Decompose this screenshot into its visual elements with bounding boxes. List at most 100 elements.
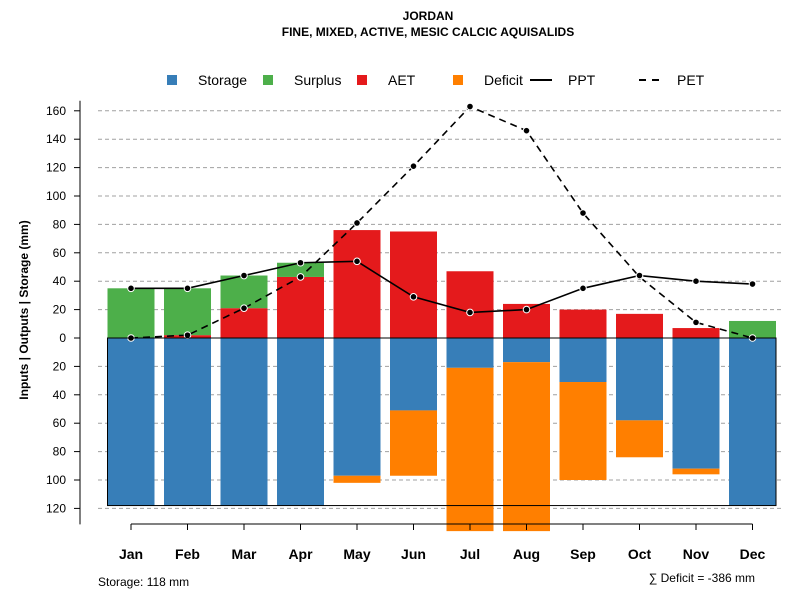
aet-swatch (357, 75, 367, 85)
pet-point-apr (296, 273, 305, 281)
x-tick-label-aug: Aug (513, 546, 540, 562)
ppt-point-nov (692, 277, 700, 286)
x-tick-label-sep: Sep (570, 546, 596, 562)
storage-bar-mar (220, 338, 268, 506)
x-tick-label-nov: Nov (683, 546, 710, 562)
x-tick-label-jan: Jan (119, 546, 143, 562)
y-tick-label: 40 (53, 388, 67, 402)
chart-subtitle: FINE, MIXED, ACTIVE, MESIC CALCIC AQUISA… (282, 25, 574, 39)
axes: 120 100 80 60 40 20 0 20 40 60 80 100 120 140 160 Jan Fe… (46, 100, 777, 562)
deficit-bar-aug (503, 362, 550, 532)
surplus-bar-apr (277, 262, 324, 277)
y-tick-label: 0 (59, 331, 66, 345)
y-tick-label: 160 (46, 104, 66, 118)
surplus-bar-jan (107, 288, 155, 338)
storage-bar-feb (164, 338, 211, 506)
y-tick-label: 100 (46, 189, 66, 203)
y-tick-label: 20 (53, 303, 67, 317)
ppt-point-jul (466, 308, 474, 317)
y-tick-label: 60 (53, 416, 67, 430)
legend-label: PET (677, 72, 705, 88)
pet-point-aug (522, 126, 531, 135)
legend-item-deficit: Deficit (453, 72, 523, 88)
pet-point-mar (240, 304, 248, 312)
legend-label: PPT (568, 72, 596, 88)
legend-label: AET (388, 72, 416, 88)
pet-line (130, 105, 753, 339)
storage-bar-aug (503, 338, 550, 363)
pet-point-sep (579, 209, 587, 217)
aet-bar-apr (277, 276, 324, 338)
storage-bar-jun (390, 338, 437, 411)
deficit-bar-oct (616, 420, 663, 458)
legend-item-pet: PET (639, 72, 705, 88)
x-tick-label-jun: Jun (401, 546, 426, 562)
storage-bar-may (333, 338, 381, 476)
y-tick-label: 140 (46, 132, 66, 146)
x-tick-label-jul: Jul (460, 546, 480, 562)
aet-bar-may (333, 230, 381, 338)
aet-bar-nov (672, 328, 720, 338)
pet-point-nov (692, 318, 700, 327)
aet-bar-jul (446, 271, 494, 338)
gridlines (98, 110, 782, 509)
y-tick-label: 60 (53, 246, 67, 260)
ppt-point-mar (240, 271, 248, 280)
aet-bar-jun (390, 231, 437, 338)
x-tick-label-apr: Apr (288, 546, 313, 562)
y-axis-label: Inputs | Outputs | Storage (mm) (17, 220, 31, 399)
ppt-point-oct (635, 271, 644, 280)
storage-bar-sep (559, 338, 607, 383)
storage-bar-oct (616, 338, 663, 421)
y-tick-label: 20 (53, 359, 67, 373)
storage-footnote: Storage: 118 mm (98, 575, 189, 589)
pet-point-may (353, 219, 361, 227)
ppt-point-apr (296, 258, 305, 267)
x-tick-label-oct: Oct (628, 546, 652, 562)
storage-bar-jul (446, 338, 494, 368)
series-lines (127, 102, 757, 342)
ppt-point-may (353, 257, 361, 266)
legend-label: Deficit (484, 72, 523, 88)
x-tick-label-dec: Dec (740, 546, 766, 562)
deficit-bar-nov (672, 468, 720, 475)
ppt-point-sep (579, 284, 587, 293)
ppt-point-jan (127, 284, 135, 293)
deficit-swatch (453, 75, 463, 85)
surplus-bar-mar (220, 275, 268, 309)
surplus-swatch (263, 75, 273, 85)
storage-bar-nov (672, 338, 720, 469)
chart-title: JORDAN (403, 9, 454, 23)
legend-label: Surplus (294, 72, 341, 88)
pet-point-jun (409, 162, 418, 170)
deficit-footnote: ∑ Deficit = -386 mm (649, 571, 755, 585)
x-tick-label-feb: Feb (175, 546, 200, 562)
aet-bar-sep (559, 309, 607, 338)
ppt-point-dec (748, 280, 757, 288)
x-tick-label-mar: Mar (232, 546, 257, 562)
legend-item-ppt: PPT (530, 72, 596, 88)
ppt-point-feb (183, 284, 192, 293)
storage-bar-dec (729, 338, 776, 506)
aet-bar-oct (616, 313, 663, 338)
deficit-bar-jul (446, 367, 494, 532)
ppt-point-jun (409, 293, 418, 301)
y-tick-label: 100 (46, 473, 66, 487)
deficit-bar-may (333, 475, 381, 483)
y-tick-label: 120 (46, 501, 66, 515)
storage-bar-apr (277, 338, 324, 506)
aet-bar-mar (220, 308, 268, 338)
storage-bar-jan (107, 338, 155, 506)
ppt-point-aug (522, 305, 531, 314)
legend-item-storage: Storage (167, 72, 247, 88)
y-tick-label: 40 (53, 274, 67, 288)
pet-point-feb (183, 331, 192, 339)
legend: Storage Surplus AET Deficit PPT PET (167, 72, 705, 88)
storage-swatch (167, 75, 177, 85)
ppt-line (131, 260, 753, 314)
y-tick-label: 80 (53, 217, 67, 231)
legend-label: Storage (198, 72, 247, 88)
pet-point-jul (466, 102, 474, 111)
y-tick-label: 80 (53, 445, 67, 459)
